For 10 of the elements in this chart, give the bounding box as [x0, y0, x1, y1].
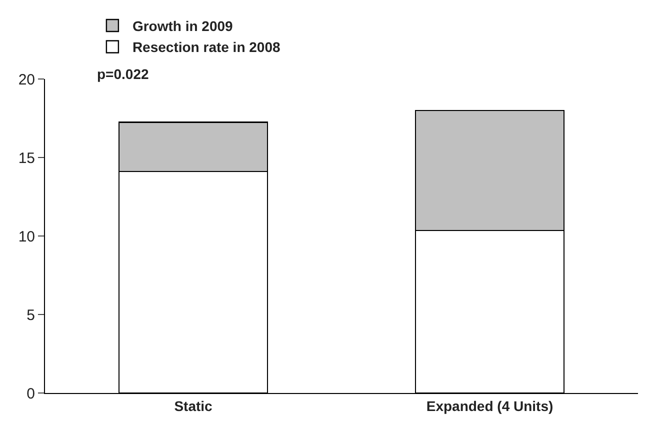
y-tick-label: 15: [18, 150, 35, 167]
x-tick-label: Static: [174, 398, 213, 414]
y-tick-label: 20: [18, 71, 35, 88]
x-tick-label: Expanded (4 Units): [426, 398, 554, 414]
legend-label: Growth in 2009: [132, 18, 234, 34]
y-tick-label: 5: [26, 306, 35, 324]
annotation: p=0.022: [97, 66, 149, 82]
legend-label: Resection rate in 2008: [132, 39, 280, 56]
y-tick-label: 10: [18, 228, 35, 246]
y-tick-label: 0: [26, 385, 35, 402]
